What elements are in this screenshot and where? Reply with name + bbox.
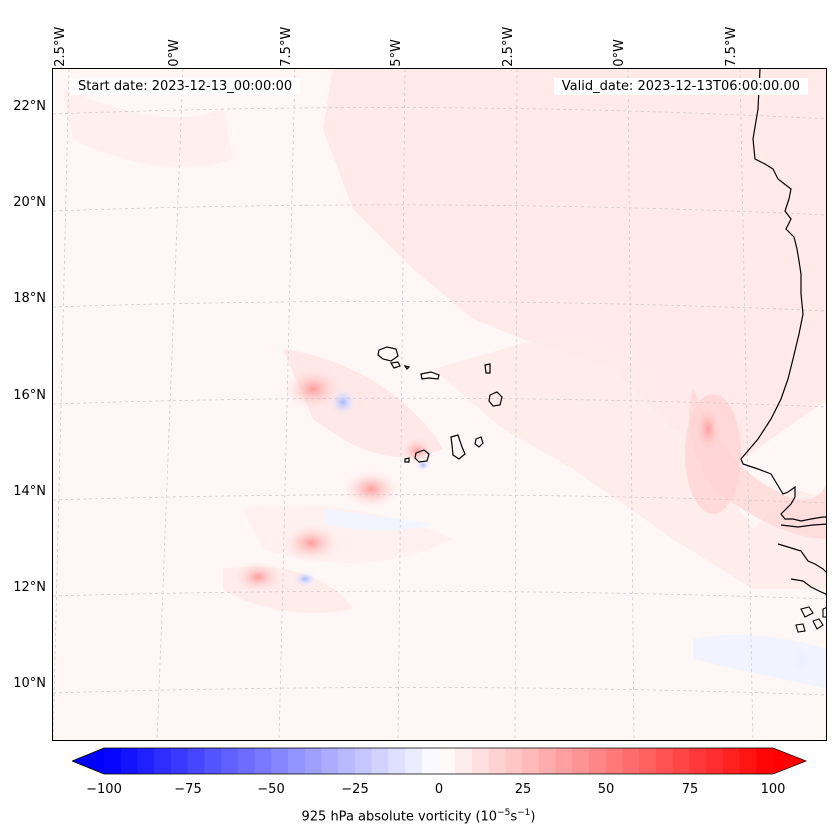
colorbar-segment xyxy=(104,748,122,774)
colorbar-label: 925 hPa absolute vorticity (10−5s−1) xyxy=(0,808,837,824)
colorbar xyxy=(72,747,808,775)
colorbar-segment xyxy=(405,748,423,774)
colorbar-label-exp1: −5 xyxy=(497,808,511,818)
colorbar-outline xyxy=(72,747,808,775)
colorbar-segment xyxy=(254,748,272,774)
coast-southern-segment xyxy=(790,578,826,595)
island-santiago xyxy=(450,434,466,460)
island-maio xyxy=(474,436,484,448)
colorbar-segment xyxy=(739,748,757,774)
vorticity-map xyxy=(53,69,826,740)
colorbar-segment xyxy=(655,748,674,774)
island-sao-nicolau xyxy=(420,371,440,380)
colorbar-segment xyxy=(354,748,373,774)
colorbar-segment xyxy=(338,748,356,774)
colorbar-segment xyxy=(154,748,172,774)
island-fogo xyxy=(414,449,430,463)
colorbar-segment xyxy=(321,748,339,774)
island-brava xyxy=(404,457,410,463)
colorbar-tick-25: 25 xyxy=(514,782,532,797)
colorbar-segment xyxy=(137,748,155,774)
colorbar-label-exp2: −1 xyxy=(517,808,531,818)
gambia-river-outline xyxy=(780,523,826,528)
island-boa-vista xyxy=(488,391,503,407)
colorbar-tick-0: 0 xyxy=(434,782,444,797)
island-sao-vicente xyxy=(390,361,401,369)
colorbar-segment xyxy=(287,748,306,774)
lat-label-10n: 10°N xyxy=(13,676,46,691)
colorbar-segment xyxy=(622,748,640,774)
colorbar-segment xyxy=(170,748,189,774)
colorbar-extend-high xyxy=(773,748,806,774)
colorbar-segment xyxy=(488,748,506,774)
colorbar-tick-100: 100 xyxy=(760,782,786,797)
colorbar-label-mid: s xyxy=(510,809,518,825)
west-africa-coastline xyxy=(740,69,826,522)
colorbar-segment xyxy=(689,748,707,774)
colorbar-segment xyxy=(572,748,590,774)
cape-verde-islands xyxy=(377,346,503,463)
island-santa-luzia xyxy=(403,365,411,370)
colorbar-segment xyxy=(421,748,439,774)
colorbar-tick-neg25: −25 xyxy=(341,782,369,797)
colorbar-segment xyxy=(371,748,389,774)
colorbar-segment xyxy=(237,748,256,774)
lat-label-14n: 14°N xyxy=(13,484,46,499)
colorbar-label-suffix: ) xyxy=(530,809,536,825)
colorbar-segment xyxy=(388,748,406,774)
colorbar-tick-50: 50 xyxy=(597,782,615,797)
lat-label-20n: 20°N xyxy=(13,195,46,210)
colorbar-segment xyxy=(605,748,623,774)
start-date-label: Start date: 2023-12-13_00:00:00 xyxy=(70,78,301,95)
colorbar-segment xyxy=(304,748,322,774)
colorbar-segment xyxy=(522,748,540,774)
colorbar-segment xyxy=(120,748,138,774)
lat-label-22n: 22°N xyxy=(13,99,46,114)
colorbar-segment xyxy=(555,748,573,774)
colorbar-tick-neg50: −50 xyxy=(257,782,285,797)
lat-label-16n: 16°N xyxy=(13,388,46,403)
colorbar-segment xyxy=(706,748,724,774)
colorbar-segment xyxy=(722,748,741,774)
graticule xyxy=(53,69,826,740)
island-santo-antao xyxy=(377,346,399,362)
colorbar-label-prefix: 925 hPa absolute vorticity (10 xyxy=(301,809,498,825)
map-panel xyxy=(52,68,827,741)
colorbar-segment xyxy=(538,748,557,774)
colorbar-segment xyxy=(639,748,657,774)
guinea-bissau-coast xyxy=(777,543,826,573)
colorbar-segment xyxy=(438,748,456,774)
colorbar-segment xyxy=(756,748,774,774)
colorbar-tick-neg75: −75 xyxy=(174,782,202,797)
colorbar-segment xyxy=(221,748,239,774)
colorbar-segment xyxy=(589,748,607,774)
valid-date-label: Valid_date: 2023-12-13T06:00:00.00 xyxy=(553,78,808,95)
island-sal xyxy=(484,363,491,374)
colorbar-segment xyxy=(672,748,690,774)
colorbar-tick-neg100: −100 xyxy=(86,782,122,797)
lat-label-12n: 12°N xyxy=(13,580,46,595)
colorbar-tick-75: 75 xyxy=(681,782,699,797)
vorticity-field xyxy=(63,69,826,689)
colorbar-extend-low xyxy=(72,748,104,774)
colorbar-segment xyxy=(471,748,490,774)
colorbar-segment xyxy=(271,748,289,774)
lat-label-18n: 18°N xyxy=(13,291,46,306)
colorbar-segment xyxy=(187,748,205,774)
colorbar-segment xyxy=(204,748,222,774)
bijagos-islands xyxy=(795,606,826,633)
colorbar-segment xyxy=(455,748,473,774)
colorbar-segment xyxy=(505,748,523,774)
